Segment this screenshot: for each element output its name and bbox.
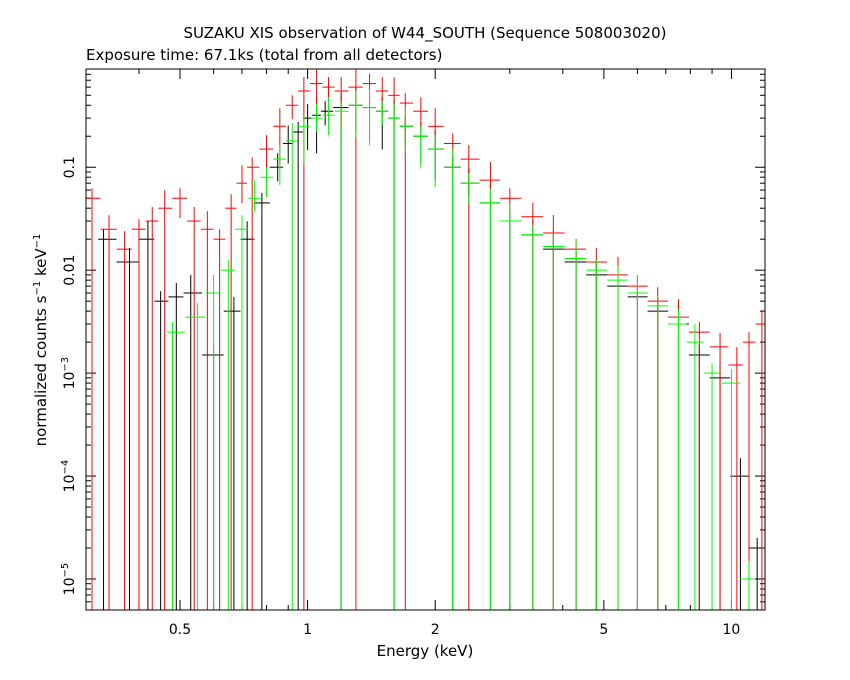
chart-title: SUZAKU XIS observation of W44_SOUTH (Seq… [184,24,667,43]
y-axis-label-main: normalized counts s [32,295,50,446]
x-axis-label: Energy (keV) [377,642,474,660]
y-tick-label: 10−4 [60,460,78,493]
y-axis-label-sup2: −1 [32,234,43,249]
y-tick-label: 10−3 [60,357,78,390]
y-axis-label: normalized counts s−1 keV−1 [32,234,50,447]
x-tick-label: 1 [303,622,312,638]
y-tick-label: 0.1 [62,156,78,178]
x-tick-label: 0.5 [169,622,191,638]
data-marks [86,69,765,610]
axis-ticks: 0.5 1 2 5 10 0.1 0.01 10−3 10−4 10−5 [60,68,765,638]
x-tick-label: 10 [723,622,741,638]
y-axis-label-mid: keV [32,248,50,281]
y-axis-label-sup1: −1 [32,281,43,296]
y-tick-label: 0.01 [62,255,78,286]
x-tick-label: 5 [599,622,608,638]
y-tick-label: 10−5 [60,563,78,596]
chart-subtitle: Exposure time: 67.1ks (total from all de… [86,46,442,64]
x-tick-label: 2 [431,622,440,638]
plot-frame [85,68,766,611]
